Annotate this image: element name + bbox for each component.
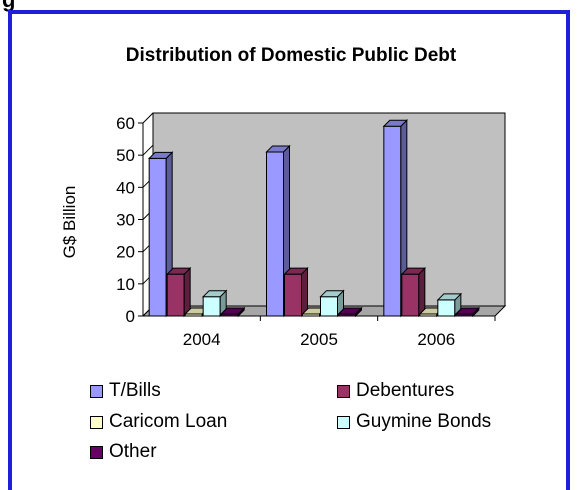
bar-top <box>201 290 228 298</box>
bar <box>320 296 338 317</box>
bar <box>166 273 185 317</box>
legend-label: Other <box>109 441 157 462</box>
legend-swatch <box>90 445 103 459</box>
bar-top <box>265 145 291 153</box>
legend-item: Caricom Loan <box>90 411 227 433</box>
legend-label: Caricom Loan <box>109 411 228 432</box>
y-tick-label: 40 <box>116 178 135 197</box>
y-tick-label: 0 <box>126 307 135 326</box>
bar-top <box>219 307 246 315</box>
bar <box>266 151 284 317</box>
y-tick-label: 50 <box>116 146 135 165</box>
legend-item: Debentures <box>337 380 454 402</box>
bar <box>284 273 302 317</box>
legend-item: Other <box>90 441 157 463</box>
legend-item: T/Bills <box>90 380 161 402</box>
bar-side <box>418 266 426 318</box>
x-tick-label: 2006 <box>417 330 455 349</box>
y-tick-label: 20 <box>116 243 135 262</box>
legend-item: Guymine Bonds <box>337 411 491 433</box>
legend-swatch <box>90 384 103 398</box>
legend-label: Guymine Bonds <box>356 411 492 432</box>
plot-back-wall <box>152 112 506 307</box>
y-tick-label: 10 <box>116 275 135 294</box>
x-tick-label: 2005 <box>300 330 338 349</box>
y-tick-label: 30 <box>116 211 135 230</box>
y-tick-depth <box>142 144 154 156</box>
y-tick-depth <box>142 112 154 124</box>
bar <box>437 299 456 317</box>
y-tick-label: 60 <box>116 114 135 133</box>
bar <box>202 296 221 317</box>
legend-swatch <box>90 415 103 429</box>
bar <box>401 273 420 317</box>
legend-label: Debentures <box>356 380 455 401</box>
bar-top <box>147 151 174 159</box>
legend-swatch <box>337 415 350 429</box>
bar-top <box>337 307 363 315</box>
bar-top <box>436 293 463 301</box>
bar-top <box>165 267 192 275</box>
chart-title: Distribution of Domestic Public Debt <box>125 45 457 66</box>
bar-top <box>454 307 481 315</box>
bar-side <box>301 266 308 318</box>
header-cut-text: g <box>2 0 15 13</box>
x-tick-label: 2004 <box>183 330 221 349</box>
bar-top <box>382 119 409 127</box>
bar-top <box>283 267 309 275</box>
legend-swatch <box>337 384 350 398</box>
bar <box>148 157 167 317</box>
bar-side <box>183 266 191 318</box>
bar <box>383 125 402 317</box>
bar-top <box>400 267 427 275</box>
bar-top <box>319 290 345 298</box>
legend-label: T/Bills <box>109 380 161 401</box>
